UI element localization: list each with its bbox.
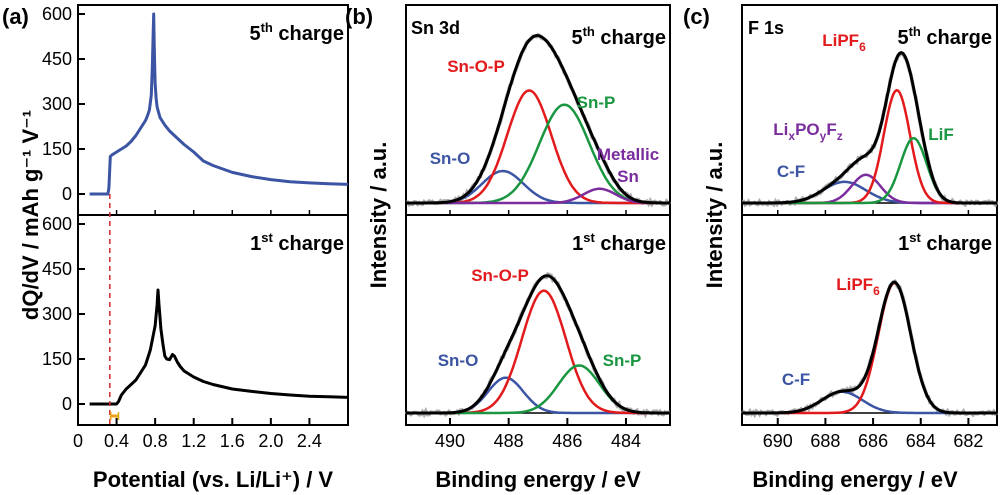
x-tick-label: 690 [763,431,793,451]
panel-label-b: (b) [345,4,373,29]
ylabel-b: Intensity / a.u. [366,142,391,289]
y-tick-label-a: 600 [42,4,72,24]
x-tick-label-a: 0 [73,431,83,451]
corner-label-f1s: F 1s [748,18,784,38]
x-tick-label: 688 [810,431,840,451]
panel-c-f1s: 690 688 686 684 682 F 1s 5th charge 1st char… [740,4,999,451]
panel-label-a: (a) [2,4,29,29]
ylabel-c: Intensity / a.u. [702,142,727,289]
label-c-f-bottom: C-F [782,370,810,389]
xlabel-b: Binding energy / eV [435,467,641,492]
x-tick-label: 684 [906,431,936,451]
label-lif-top: LiF [928,125,954,144]
x-tick-label: 488 [494,431,524,451]
label-c-f-top: C-F [777,162,805,181]
panel-a-bottom-frame [77,214,349,426]
panel-label-c: (c) [683,4,710,29]
panel-a-dqdv: 0 0.4 0.8 1.2 1.6 2.0 2.4 0 150 300 450 600 0 150 300 4… [42,4,349,451]
annotation-5th-charge-a: 5th charge [249,20,344,45]
label-metallic-sn-top: Sn [617,167,639,186]
dqdv-curve-1st [89,288,349,406]
label-lipf6-top: LiPF6 [822,31,866,54]
x-tick-label-a: 1.2 [181,431,206,451]
corner-label-sn3d: Sn 3d [411,18,460,38]
label-sn-o-top: Sn-O [430,149,471,168]
x-tick-label-a: 2.4 [297,431,322,451]
label-lipf6-bottom: LiPF6 [836,275,880,298]
envelope-curve [742,280,997,415]
x-tick-label-a: 1.6 [220,431,245,451]
y-tick-label-a: 450 [42,49,72,69]
envelope-curve [406,34,670,205]
xlabel-c: Binding energy / eV [752,467,958,492]
ylabel-a: dQ/dV / mAh g⁻¹ V⁻¹ [18,110,43,320]
envelope-curve [742,50,997,205]
panel-c-bottom-frame [741,214,998,426]
component-sn-p [406,364,670,415]
x-tick-label-a: 0.4 [104,431,129,451]
y-tick-label-a: 150 [42,349,72,369]
label-sn-p-top: Sn-P [577,93,616,112]
x-tick-label: 686 [858,431,888,451]
x-tick-label: 490 [435,431,465,451]
label-sn-o-bottom: Sn-O [438,351,479,370]
panel-b-sn3d: 490 488 486 484 Sn 3d 5th charge 1st charge… [404,4,671,451]
y-tick-label-a: 150 [42,139,72,159]
panel-b-bottom-frame [405,214,671,426]
x-tick-label-a: 0.8 [143,431,168,451]
component-c-f [742,390,997,415]
component-lipf6 [742,88,997,205]
x-tick-label: 484 [611,431,641,451]
x-tick-label-a: 2.0 [258,431,283,451]
label-sn-o-p-bottom: Sn-O-P [471,266,529,285]
annotation-1st-charge-a: 1st charge [250,230,344,255]
y-tick-label-a: 300 [42,304,72,324]
y-tick-label-a: 0 [62,394,72,414]
x-tick-label: 486 [552,431,582,451]
annotation-5th-charge-b: 5th charge [571,24,666,49]
label-sn-p-bottom: Sn-P [603,351,642,370]
component-lipf6 [742,281,997,415]
annotation-1st-charge-b: 1st charge [572,230,666,255]
y-tick-label-a: 600 [42,214,72,234]
y-tick-label-a: 300 [42,94,72,114]
label-sn-o-p-top: Sn-O-P [447,57,505,76]
label-lixpoyfz-top: LixPOyFz [773,120,842,143]
y-tick-label-a: 0 [62,184,72,204]
annotation-5th-charge-c: 5th charge [897,24,992,49]
envelope-curve [406,274,670,415]
y-tick-label-a: 450 [42,259,72,279]
xlabel-a: Potential (vs. Li/Li⁺) / V [93,467,334,492]
label-metallic-top: Metallic [597,145,659,164]
x-tick-label: 682 [953,431,983,451]
raw-data-curve [740,279,998,419]
dqdv-curve-5th [89,12,349,196]
annotation-1st-charge-c: 1st charge [898,230,992,255]
